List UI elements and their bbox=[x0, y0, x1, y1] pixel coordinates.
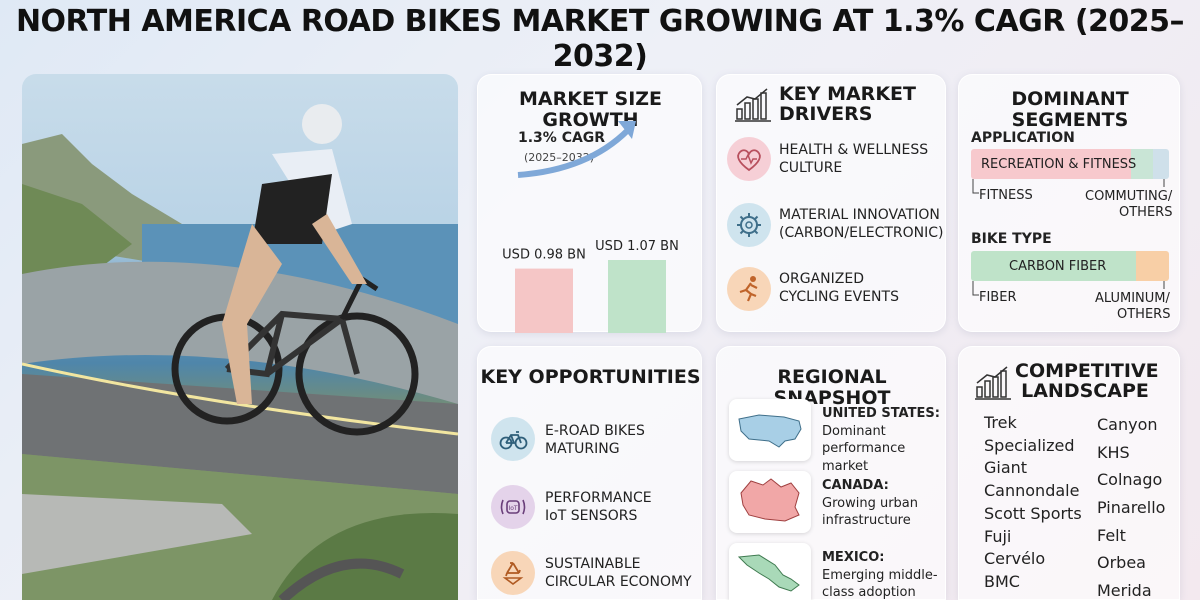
company-name: Giant bbox=[984, 458, 1028, 478]
company-name: Pinarello bbox=[1097, 498, 1166, 518]
opportunity-2-line2: IoT SENSORS bbox=[545, 508, 638, 524]
application-bar-label: RECREATION & FITNESS bbox=[981, 157, 1137, 172]
driver-2-line2: (CARBON/ELECTRONIC) bbox=[779, 225, 944, 241]
recycle-icon bbox=[502, 562, 524, 585]
bike-type-bar-aluminum bbox=[1136, 251, 1169, 281]
opportunity-icon-ebike bbox=[491, 417, 535, 461]
canada-map-icon bbox=[740, 478, 800, 522]
gear-icon bbox=[737, 213, 761, 237]
market-size-value-label-0: USD 0.98 BN bbox=[502, 248, 586, 263]
opportunity-1-line1: E-ROAD BIKES bbox=[545, 423, 645, 439]
region-2-name: CANADA: bbox=[822, 478, 889, 493]
company-name: Scott Sports bbox=[984, 503, 1082, 523]
segments-card: DOMINANT SEGMENTS APPLICATION RECREATION… bbox=[958, 74, 1180, 332]
bar-chart-icon bbox=[735, 88, 771, 122]
opportunity-icon-recycle bbox=[491, 551, 535, 595]
regional-card: REGIONAL SNAPSHOT UNITED STATES: Dominan… bbox=[716, 346, 946, 600]
drivers-card: KEY MARKET DRIVERS HEALTH & WELLNESS CUL… bbox=[716, 74, 946, 332]
company-name: Trek bbox=[984, 413, 1017, 432]
company-name: Cannondale bbox=[984, 481, 1080, 501]
company-name: Canyon bbox=[1097, 415, 1158, 434]
application-bar bbox=[971, 149, 1169, 179]
cyclist-photo bbox=[22, 74, 458, 600]
region-1-line1: Dominant bbox=[822, 424, 886, 439]
competitive-title-line2: LANDSCAPE bbox=[1021, 380, 1149, 402]
heart-health-icon bbox=[737, 149, 761, 172]
application-right-line2: OTHERS bbox=[1119, 205, 1173, 220]
application-bar-recreation bbox=[971, 149, 1131, 179]
bicycle-icon bbox=[499, 431, 528, 450]
bike-type-leader-lines bbox=[972, 281, 1165, 296]
driver-1-line2: CULTURE bbox=[779, 160, 843, 176]
company-name: Merida bbox=[1097, 581, 1152, 600]
bike-type-heading: BIKE TYPE bbox=[971, 231, 1052, 247]
cagr-label: 1.3% CAGR bbox=[518, 130, 606, 146]
cyclist-illustration bbox=[22, 104, 458, 600]
application-bar-fitness bbox=[1131, 149, 1153, 179]
competitive-title-line1: COMPETITIVE bbox=[1015, 360, 1159, 382]
driver-2-line1: MATERIAL INNOVATION bbox=[779, 207, 940, 223]
company-name: Cervélo bbox=[984, 549, 1046, 569]
opportunity-2-line1: PERFORMANCE bbox=[545, 490, 652, 506]
segments-title: DOMINANT SEGMENTS bbox=[1011, 88, 1129, 131]
driver-icon-health bbox=[727, 137, 771, 181]
company-name: Colnago bbox=[1097, 470, 1163, 490]
region-2-line2: infrastructure bbox=[822, 513, 911, 528]
opportunity-icon-iot: IoT bbox=[491, 485, 535, 529]
market-size-bar-0 bbox=[515, 268, 573, 333]
bike-type-bar-carbon bbox=[971, 251, 1136, 281]
company-name: Felt bbox=[1097, 525, 1126, 545]
competitive-card: COMPETITIVE LANDSCAPE Trek Specialized Gia… bbox=[958, 346, 1180, 600]
region-map-mexico bbox=[729, 543, 811, 600]
usa-map-icon bbox=[738, 414, 802, 448]
company-name: KHS bbox=[1097, 442, 1130, 462]
page-title: NORTH AMERICA ROAD BIKES MARKET GROWING … bbox=[15, 4, 1185, 74]
application-right-line1: COMMUTING/ bbox=[1085, 189, 1173, 204]
driver-3-line2: CYCLING EVENTS bbox=[779, 289, 899, 305]
driver-1-line1: HEALTH & WELLNESS bbox=[779, 142, 929, 158]
bike-type-bar bbox=[971, 251, 1169, 281]
application-bar-commuting bbox=[1153, 149, 1169, 179]
application-left-label: FITNESS bbox=[979, 188, 1033, 203]
region-3-line1: Emerging middle- bbox=[822, 568, 938, 583]
opportunity-3-line1: SUSTAINABLE bbox=[545, 556, 641, 572]
region-1-line2: performance market bbox=[822, 441, 906, 474]
company-name: Fuji bbox=[984, 526, 1012, 546]
opportunity-3-line2: CIRCULAR ECONOMY bbox=[545, 574, 692, 590]
company-name: Orbea bbox=[1097, 553, 1146, 573]
driver-icon-events bbox=[727, 267, 771, 311]
mexico-map-icon bbox=[737, 554, 800, 592]
drivers-title-line2: DRIVERS bbox=[779, 103, 873, 125]
growth-arrow-icon bbox=[517, 121, 636, 178]
driver-icon-material bbox=[727, 203, 771, 247]
region-3-line2: class adoption bbox=[822, 585, 916, 600]
region-3-name: MEXICO: bbox=[822, 550, 885, 565]
opportunities-title: KEY OPPORTUNITIES bbox=[480, 366, 701, 388]
bike-type-right-line2: OTHERS bbox=[1117, 307, 1171, 322]
application-leader-lines bbox=[972, 179, 1165, 194]
company-name: Specialized bbox=[984, 435, 1075, 455]
opportunity-1-line2: MATURING bbox=[545, 441, 620, 457]
drivers-title-line1: KEY MARKET bbox=[779, 83, 916, 105]
region-2-line1: Growing urban bbox=[822, 496, 918, 511]
market-size-card: MARKET SIZE GROWTH 1.3% CAGR (2025–2032)… bbox=[477, 74, 702, 333]
region-map-usa bbox=[729, 399, 811, 461]
iot-sensor-icon: IoT bbox=[500, 499, 526, 515]
market-size-chart: USD 0.98 BN2024USD 1.07 BNprojected2032 bbox=[502, 239, 679, 333]
bike-type-bar-label: CARBON FIBER bbox=[1009, 259, 1107, 274]
bar-chart-icon bbox=[975, 366, 1011, 400]
company-name: BMC bbox=[984, 571, 1020, 591]
market-size-title: MARKET SIZE GROWTH bbox=[518, 88, 663, 131]
region-map-canada bbox=[729, 471, 811, 533]
runner-icon bbox=[739, 276, 758, 302]
driver-3-line1: ORGANIZED bbox=[779, 271, 864, 287]
market-size-value-label-1: USD 1.07 BN bbox=[595, 239, 679, 254]
svg-text:IoT: IoT bbox=[508, 505, 517, 512]
opportunities-card: KEY OPPORTUNITIES E-ROAD BIKES MATURING … bbox=[477, 346, 702, 600]
bike-type-right-line1: ALUMINUM/ bbox=[1095, 291, 1170, 306]
bike-type-left-label: FIBER bbox=[979, 290, 1017, 305]
application-heading: APPLICATION bbox=[971, 130, 1075, 146]
market-size-bar-1 bbox=[608, 260, 666, 333]
region-1-name: UNITED STATES: bbox=[822, 406, 940, 421]
